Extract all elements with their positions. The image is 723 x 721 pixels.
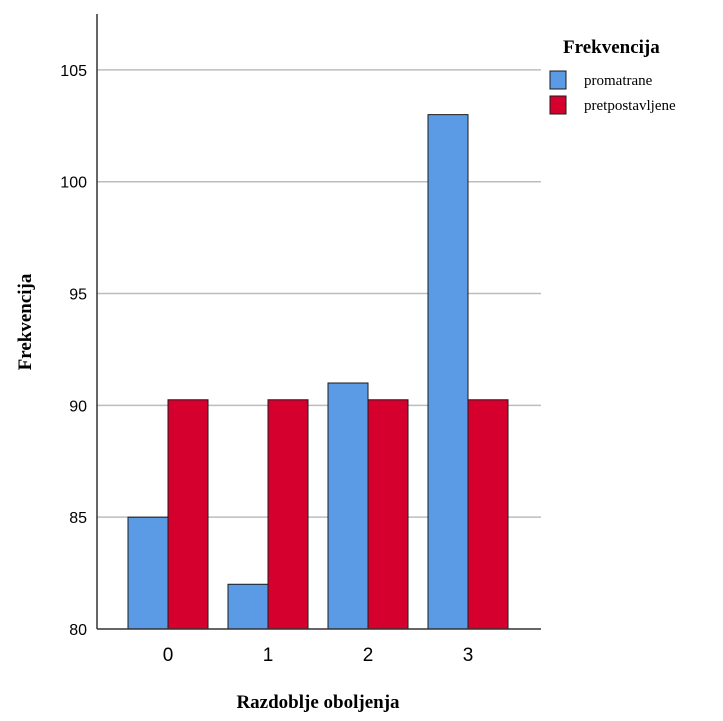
y-tick-label: 105: [60, 63, 87, 80]
bar-promatrane-1: [227, 583, 269, 630]
x-axis-title: Razdoblje oboljenja: [236, 692, 400, 713]
bar-pretpostavljene-2: [367, 399, 409, 630]
legend: Frekvencija promatrane pretpostavljene: [549, 37, 676, 115]
legend-items: promatrane pretpostavljene: [549, 70, 676, 115]
bar-pretpostavljene-0: [167, 399, 209, 630]
legend-label-promatrane: promatrane: [584, 73, 653, 89]
bar-pretpostavljene-3: [467, 399, 509, 630]
y-tick-labels: 80 85 90 95 100 105: [60, 63, 87, 639]
bars: [127, 114, 509, 630]
axes: [96, 14, 541, 630]
x-tick-labels: 0 1 2 3: [163, 645, 474, 666]
y-tick-label: 100: [60, 175, 87, 192]
y-tick-label: 90: [69, 398, 87, 415]
x-tick-label: 0: [163, 645, 174, 666]
x-tick-label: 3: [463, 645, 474, 666]
bar-promatrane-0: [127, 516, 169, 630]
legend-swatch-promatrane: [549, 70, 567, 90]
legend-swatch-pretpostavljene: [549, 95, 567, 115]
y-tick-label: 80: [69, 622, 87, 639]
bar-pretpostavljene-1: [267, 399, 309, 630]
bar-promatrane-2: [327, 382, 369, 630]
y-tick-label: 85: [69, 510, 87, 527]
bar-promatrane-3: [427, 114, 469, 630]
y-axis-title: Frekvencija: [15, 273, 36, 370]
x-tick-label: 1: [263, 645, 274, 666]
x-tick-label: 2: [363, 645, 374, 666]
legend-label-pretpostavljene: pretpostavljene: [584, 98, 676, 114]
legend-title: Frekvencija: [563, 37, 660, 58]
y-tick-label: 95: [69, 287, 87, 304]
